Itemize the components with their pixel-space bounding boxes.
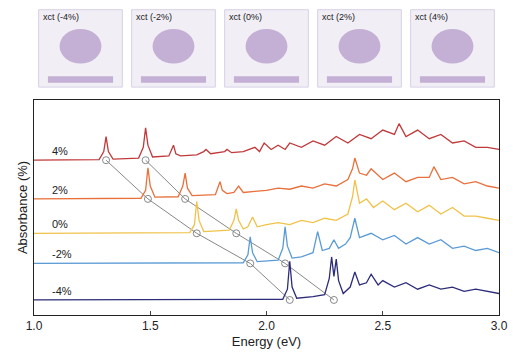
svg-text:xct (4%): xct (4%) — [415, 12, 448, 22]
svg-text:xct (-2%): xct (-2%) — [136, 12, 172, 22]
svg-text:xct (2%): xct (2%) — [322, 12, 355, 22]
svg-text:4%: 4% — [52, 145, 68, 157]
svg-text:2.5: 2.5 — [374, 319, 391, 333]
svg-text:1.5: 1.5 — [142, 319, 159, 333]
svg-text:xct (0%): xct (0%) — [229, 12, 262, 22]
svg-text:-4%: -4% — [52, 285, 72, 297]
svg-text:-2%: -2% — [52, 248, 72, 260]
svg-text:Energy (eV): Energy (eV) — [232, 334, 301, 349]
svg-text:2%: 2% — [52, 184, 68, 196]
svg-text:0%: 0% — [52, 218, 68, 230]
svg-text:Absorbance (%): Absorbance (%) — [15, 161, 30, 254]
svg-text:2.0: 2.0 — [258, 319, 275, 333]
svg-text:3.0: 3.0 — [491, 319, 508, 333]
svg-text:xct (-4%): xct (-4%) — [43, 12, 79, 22]
svg-text:1.0: 1.0 — [26, 319, 43, 333]
